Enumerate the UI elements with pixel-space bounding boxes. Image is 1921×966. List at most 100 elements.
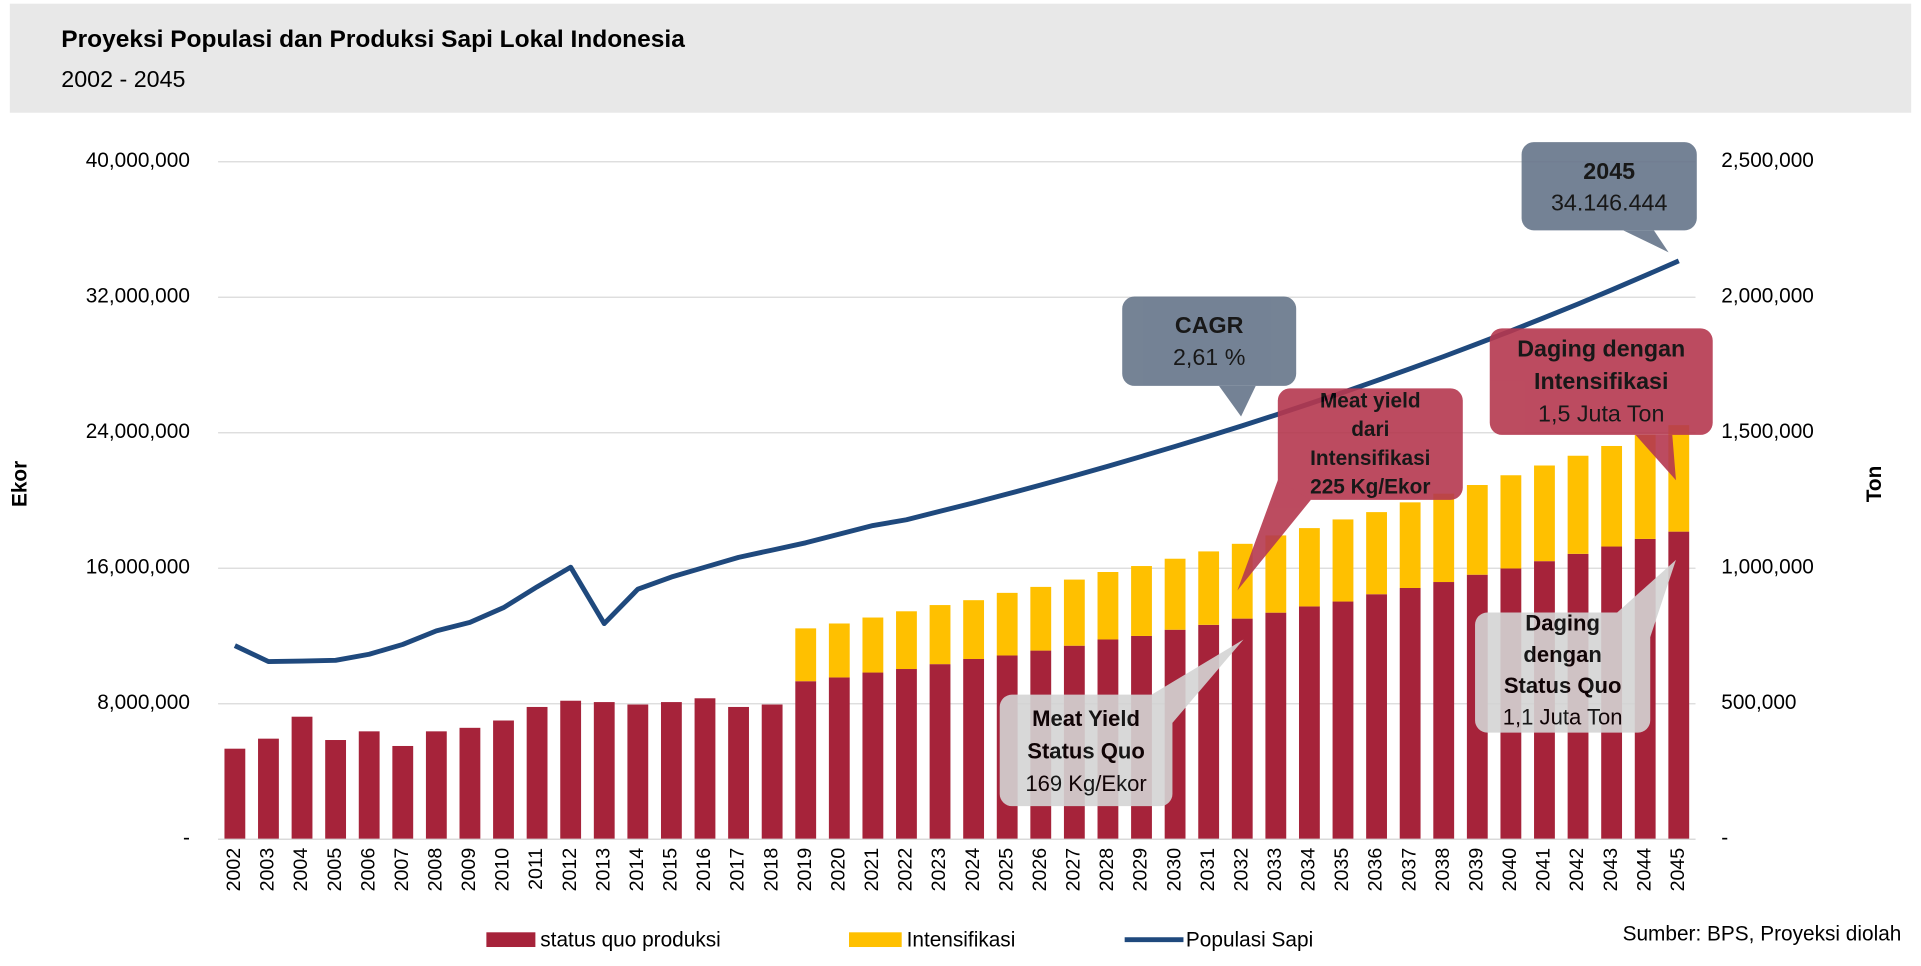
x-tick-label: 2012 bbox=[559, 848, 581, 892]
x-tick-label: 2023 bbox=[928, 848, 950, 892]
bar-segment bbox=[258, 738, 279, 840]
callout-text: 169 Kg/Ekor bbox=[1025, 771, 1146, 796]
x-tick-label: 2011 bbox=[525, 848, 547, 890]
legend-swatch bbox=[849, 932, 902, 948]
bar-segment bbox=[728, 706, 749, 840]
chart-subtitle: 2002 - 2045 bbox=[61, 66, 185, 92]
x-tick-label: 2007 bbox=[391, 848, 413, 892]
y2-tick-label: 1,000,000 bbox=[1721, 556, 1814, 579]
bar-segment bbox=[1298, 528, 1320, 607]
bar-segment bbox=[1433, 493, 1455, 583]
callout-text: Meat yield bbox=[1320, 389, 1421, 412]
bar-segment bbox=[1332, 519, 1354, 602]
callout-text: 1,5 Juta Ton bbox=[1538, 400, 1664, 426]
callout-text: 2,61 % bbox=[1173, 344, 1245, 370]
bar-segment bbox=[828, 623, 850, 678]
bar-segment bbox=[291, 716, 313, 840]
x-tick-label: 2032 bbox=[1230, 848, 1252, 892]
x-tick-label: 2045 bbox=[1667, 848, 1689, 892]
bar-segment bbox=[828, 677, 850, 840]
y2-tick-label: 2,500,000 bbox=[1721, 149, 1814, 172]
callout-text: Status Quo bbox=[1027, 739, 1145, 764]
callout-text: Daging bbox=[1525, 611, 1600, 636]
callout-box bbox=[999, 694, 1173, 807]
bar-segment bbox=[593, 702, 615, 840]
bar-segment bbox=[1298, 606, 1320, 840]
callout: CAGR 2,61 % bbox=[1122, 296, 1297, 417]
callout-text: Meat Yield bbox=[1032, 706, 1140, 731]
y-tick-label: 24,000,000 bbox=[86, 420, 190, 443]
y-tick-label: 40,000,000 bbox=[86, 149, 190, 172]
callout-text: 1,1 Juta Ton bbox=[1503, 704, 1623, 729]
x-tick-label: 2028 bbox=[1096, 848, 1118, 892]
bar-segment bbox=[1030, 586, 1052, 651]
callout-text: Intensifikasi bbox=[1310, 447, 1430, 470]
callout-text: dari bbox=[1351, 418, 1389, 441]
callout-pointer bbox=[1617, 559, 1676, 638]
bar-segment bbox=[1198, 551, 1220, 625]
bar-segment bbox=[996, 592, 1018, 656]
bar-segment bbox=[963, 600, 985, 659]
bar-segment bbox=[1601, 445, 1623, 547]
bar-segment bbox=[1668, 531, 1690, 840]
x-tick-label: 2026 bbox=[1029, 848, 1051, 892]
y-axis-label: Ekor bbox=[8, 461, 31, 507]
y-tick-label: 8,000,000 bbox=[97, 691, 190, 714]
x-tick-label: 2041 bbox=[1533, 848, 1555, 892]
bar-segment bbox=[224, 748, 246, 840]
x-tick-label: 2035 bbox=[1331, 848, 1353, 892]
x-tick-label: 2024 bbox=[962, 848, 984, 892]
x-tick-label: 2003 bbox=[257, 848, 279, 892]
callout: Daging dengan Status Quo 1,1 Juta Ton bbox=[1475, 559, 1676, 733]
x-tick-label: 2018 bbox=[760, 848, 782, 892]
bar-segment bbox=[1399, 502, 1421, 588]
x-tick-label: 2034 bbox=[1298, 848, 1320, 892]
callout-text: dengan bbox=[1523, 642, 1601, 667]
bar-segment bbox=[1366, 512, 1387, 595]
bar-segment bbox=[1534, 465, 1555, 562]
bar-segment bbox=[1332, 601, 1354, 840]
y-tick-label: - bbox=[183, 827, 190, 850]
y2-tick-label: 2,000,000 bbox=[1721, 285, 1814, 308]
bar-segment bbox=[425, 731, 447, 840]
y-tick-label: 32,000,000 bbox=[86, 285, 190, 308]
callout: Daging dengan Intensifikasi 1,5 Juta Ton bbox=[1489, 328, 1713, 481]
x-tick-label: 2043 bbox=[1600, 848, 1622, 892]
callout-text: 2045 bbox=[1583, 158, 1635, 184]
bar-segment bbox=[1164, 558, 1186, 630]
x-tick-label: 2036 bbox=[1365, 848, 1387, 892]
x-tick-label: 2042 bbox=[1566, 848, 1588, 892]
bar-segment bbox=[1500, 475, 1522, 569]
x-tick-label: 2004 bbox=[290, 848, 312, 892]
chart-title: Proyeksi Populasi dan Produksi Sapi Loka… bbox=[61, 26, 685, 53]
bar-segment bbox=[1433, 582, 1455, 840]
x-tick-label: 2015 bbox=[660, 848, 682, 892]
legend-label: Intensifikasi bbox=[907, 928, 1016, 951]
y2-axis-label: Ton bbox=[1863, 466, 1886, 503]
bar-segment bbox=[1399, 587, 1421, 840]
bar-segment bbox=[896, 669, 917, 840]
x-tick-label: 2019 bbox=[794, 848, 816, 892]
x-tick-label: 2013 bbox=[592, 848, 614, 892]
x-tick-label: 2033 bbox=[1264, 848, 1286, 892]
callout-pointer bbox=[1237, 480, 1311, 591]
bar-segment bbox=[325, 740, 347, 840]
bar-segment bbox=[1466, 485, 1488, 575]
legend-swatch bbox=[486, 932, 536, 948]
bar-segment bbox=[862, 672, 884, 840]
callout-pointer bbox=[1218, 385, 1256, 417]
callout-text: 34.146.444 bbox=[1551, 190, 1668, 216]
bar-segment bbox=[627, 704, 649, 840]
x-tick-label: 2005 bbox=[324, 848, 346, 892]
bar-segment bbox=[1097, 572, 1119, 640]
bar-segment bbox=[526, 706, 548, 840]
callout: Meat yield dari Intensifikasi 225 Kg/Ekor bbox=[1237, 388, 1463, 591]
line-series bbox=[233, 258, 1680, 664]
x-tick-label: 2037 bbox=[1398, 848, 1420, 892]
bar-segment bbox=[1567, 455, 1589, 554]
bar-segment bbox=[1231, 618, 1253, 840]
legend-label: Populasi Sapi bbox=[1186, 928, 1313, 951]
x-tick-label: 2017 bbox=[727, 848, 749, 892]
source-note: Sumber: BPS, Proyeksi diolah bbox=[1623, 922, 1902, 945]
x-tick-label: 2016 bbox=[693, 848, 715, 892]
